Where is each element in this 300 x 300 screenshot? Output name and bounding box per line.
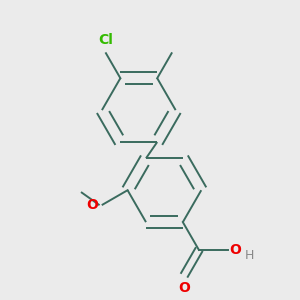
Text: Cl: Cl (98, 33, 113, 47)
Text: O: O (229, 243, 241, 257)
Text: O: O (86, 198, 98, 212)
Text: H: H (244, 249, 254, 262)
Text: O: O (178, 281, 190, 295)
